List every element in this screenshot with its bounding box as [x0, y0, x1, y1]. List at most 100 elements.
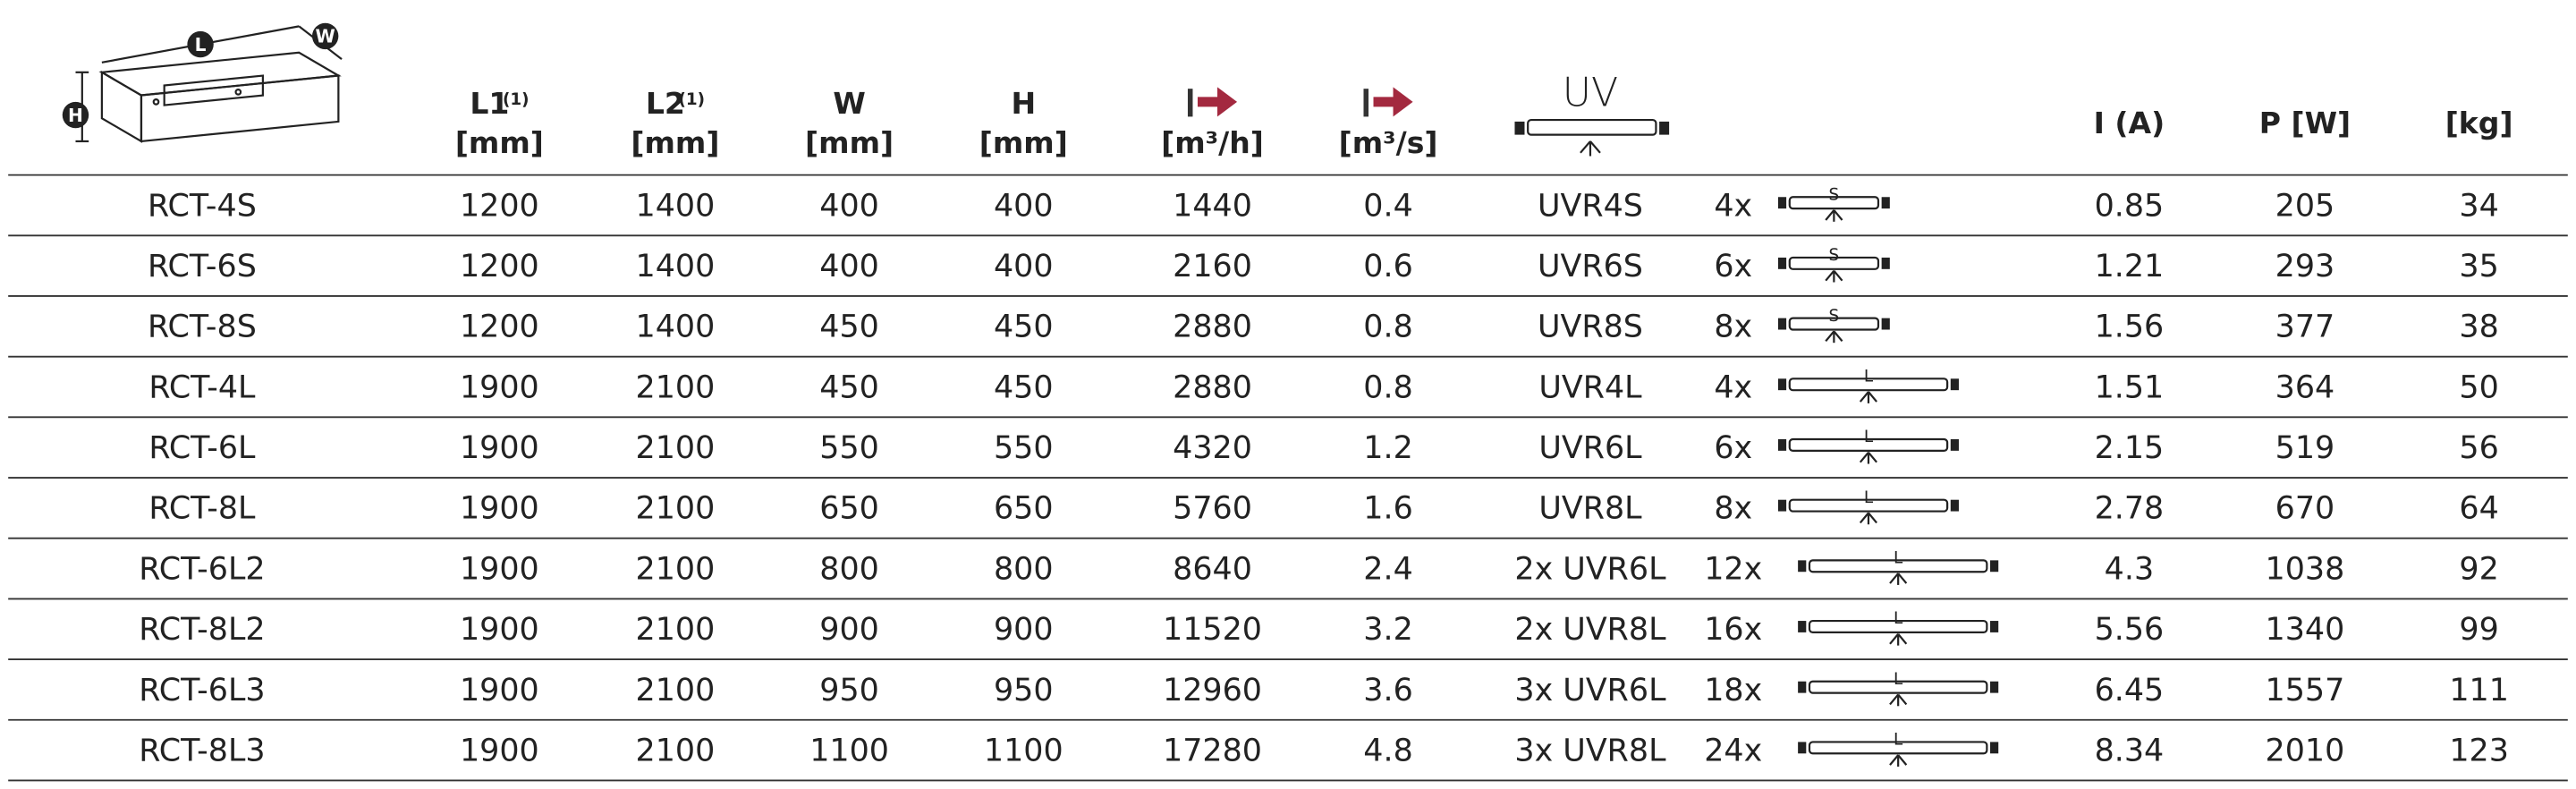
table-cell: 1557 [2266, 673, 2345, 708]
lamp-count: 18x [1704, 673, 1762, 708]
table-cell: 450 [994, 369, 1054, 405]
table-cell: 1200 [460, 188, 539, 224]
table-cell: 1400 [636, 249, 716, 284]
table-cell: 2880 [1173, 310, 1252, 345]
table-row: RCT-4L 1900 2100 450 450 2880 0.8 UVR4L 1.51 364 5… [148, 367, 2498, 405]
table-cell: 1.6 [1363, 491, 1412, 527]
table-cell: 2010 [2266, 733, 2345, 768]
column-unit: [mm] [979, 125, 1068, 160]
table-cell: 400 [819, 249, 879, 284]
table-cell: 519 [2275, 430, 2335, 466]
lamp-plug [1798, 621, 1807, 632]
uv-lamp-icon [1514, 118, 1670, 157]
lamp-tube [1808, 559, 1988, 573]
lamp-plug [1777, 257, 1787, 269]
column-note: (1) [503, 90, 530, 109]
table-cell: 0.6 [1363, 249, 1412, 284]
lamp-tube [1788, 196, 1880, 210]
lamp-type: L [1894, 731, 1903, 750]
table-cell: 1900 [460, 673, 539, 708]
table-cell: 550 [819, 430, 879, 466]
column-header: UV [1563, 71, 1618, 116]
lamp-tube [1808, 741, 1988, 755]
table-cell: 950 [819, 673, 879, 708]
lamp-count: 8x [1714, 491, 1752, 527]
lamp-type: S [1829, 307, 1840, 326]
table-cell: 0.8 [1363, 369, 1412, 405]
table-cell: 56 [2459, 430, 2498, 466]
table-cell: 1900 [460, 551, 539, 587]
table-cell: 3.6 [1363, 673, 1412, 708]
lamp-plug [1881, 197, 1890, 209]
lamp-count: 4x [1714, 188, 1752, 224]
table-cell: 3x UVR6L [1514, 673, 1666, 708]
lamp-icon: L [1798, 731, 1999, 767]
lamp-icon: S [1777, 246, 1890, 283]
lamp-ray [1868, 451, 1877, 463]
lamp-ray [1897, 693, 1908, 706]
column-header: L1 [470, 86, 509, 121]
table-cell: 2100 [636, 430, 716, 466]
lamp-plug [1798, 681, 1807, 693]
table-cell: 293 [2275, 249, 2335, 284]
lamp-plug [1990, 742, 1999, 754]
lamp-icon: L [1777, 428, 1959, 464]
table-cell: 0.8 [1363, 310, 1412, 345]
lamp-plug [1950, 439, 1959, 451]
table-cell: 400 [994, 249, 1054, 284]
table-row: RCT-6S 1200 1400 400 400 2160 0.6 UVR6S 1.21 293 3… [148, 246, 2499, 284]
lamp-ray [1868, 391, 1877, 403]
table-cell: 11520 [1163, 612, 1262, 648]
table-cell: 800 [994, 551, 1054, 587]
table-cell: 111 [2449, 673, 2509, 708]
lamp-ray [1825, 269, 1835, 282]
table-cell: 900 [819, 612, 879, 648]
airflow-icon [1187, 87, 1238, 117]
lamp-count: 6x [1714, 430, 1752, 466]
lamp-plug [1881, 318, 1890, 330]
table-cell: 2100 [636, 612, 716, 648]
lamp-plug [1990, 560, 1999, 573]
lamp-tube [1808, 680, 1988, 694]
column-header: I (A) [2094, 106, 2165, 140]
lamp-count: 12x [1704, 551, 1762, 587]
lamp-ray [1833, 209, 1843, 221]
table-cell: RCT-8L2 [139, 612, 265, 648]
lamp-ray [1859, 391, 1869, 403]
lamp-ray [1859, 451, 1869, 463]
airflow-icon [1363, 87, 1413, 117]
table-cell: 364 [2275, 369, 2335, 405]
table-cell: 1038 [2266, 551, 2345, 587]
table-cell: 1900 [460, 733, 539, 768]
lamp-ray [1889, 573, 1900, 584]
table-cell: 450 [819, 369, 879, 405]
table-cell: 2.15 [2095, 430, 2165, 466]
lamp-type: L [1894, 609, 1903, 628]
column-unit: [mm] [455, 125, 544, 160]
table-cell: 1400 [636, 310, 716, 345]
table-cell: 3x UVR8L [1514, 733, 1666, 768]
table-cell: 8640 [1173, 551, 1252, 587]
table-cell: 35 [2459, 249, 2498, 284]
lamp-type: S [1829, 185, 1840, 204]
lamp-ray [1889, 693, 1900, 706]
lamp-type: S [1829, 246, 1840, 265]
table-cell: 5760 [1173, 491, 1252, 527]
lamp-count: 8x [1714, 310, 1752, 345]
table-cell: 123 [2449, 733, 2509, 768]
table-cell: 1900 [460, 430, 539, 466]
lamp-plug [1798, 560, 1807, 573]
table-cell: 0.4 [1363, 188, 1412, 224]
lamp-tube [1788, 498, 1949, 513]
table-row: RCT-6L 1900 2100 550 550 4320 1.2 UVR6L 2.15 519 5… [148, 428, 2498, 466]
table-cell: 2160 [1173, 249, 1252, 284]
table-cell: 1900 [460, 369, 539, 405]
diagram-label: H [68, 105, 83, 126]
lamp-tube [1808, 619, 1988, 634]
table-cell: 1900 [460, 491, 539, 527]
lamp-ray [1833, 269, 1843, 282]
lamp-plug [1777, 378, 1787, 391]
table-cell: 3.2 [1363, 612, 1412, 648]
table-row: RCT-8S 1200 1400 450 450 2880 0.8 UVR8S 1.56 377 3… [148, 307, 2499, 345]
lamp-ray [1825, 330, 1835, 343]
